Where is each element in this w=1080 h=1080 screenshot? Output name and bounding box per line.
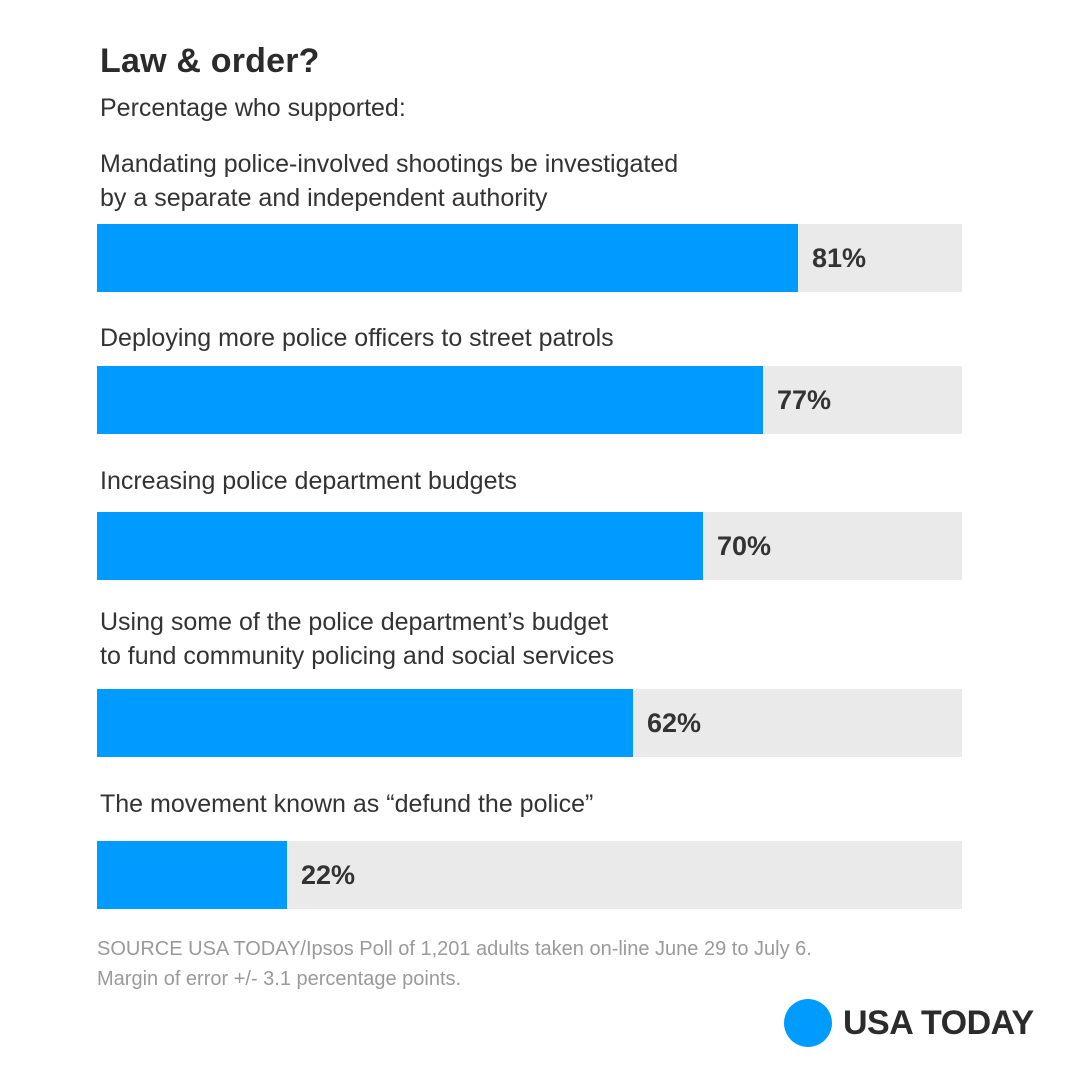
bar-label-3: Increasing police department budgets [100, 467, 517, 495]
bar-label-4: Using some of the police department’s bu… [100, 608, 615, 670]
value-label-5: 22% [301, 860, 356, 890]
value-label-1: 81% [812, 243, 867, 273]
bar-2 [97, 366, 763, 434]
bar-track-4: 62% [97, 689, 962, 757]
bar-track-2: 77% [97, 366, 962, 434]
bar-label-1: Mandating police-involved shootings be i… [100, 150, 679, 212]
bar-track-3: 70% [97, 512, 962, 580]
value-label-2: 77% [777, 385, 832, 415]
usa-today-logo: USA TODAY [784, 998, 1034, 1048]
bar-1 [97, 224, 798, 292]
bar-label-5: The movement known as “defund the police… [100, 790, 594, 818]
bar-4 [97, 689, 633, 757]
chart-subtitle: Percentage who supported: [100, 94, 406, 122]
source-note: SOURCE USA TODAY/Ipsos Poll of 1,201 adu… [97, 934, 812, 994]
bar-5 [97, 841, 287, 909]
value-label-3: 70% [717, 531, 772, 561]
chart-title: Law & order? [100, 42, 320, 80]
source-line-1: SOURCE USA TODAY/Ipsos Poll of 1,201 adu… [97, 938, 812, 960]
bar-track-5: 22% [97, 841, 962, 909]
bar-track-1: 81% [97, 224, 962, 292]
value-label-4: 62% [647, 708, 702, 738]
bar-3 [97, 512, 703, 580]
bar-label-2: Deploying more police officers to street… [100, 324, 614, 352]
logo-text: USA TODAY [843, 1003, 1034, 1042]
source-line-2: Margin of error +/- 3.1 percentage point… [97, 968, 462, 990]
circle-logo-icon [784, 999, 832, 1047]
